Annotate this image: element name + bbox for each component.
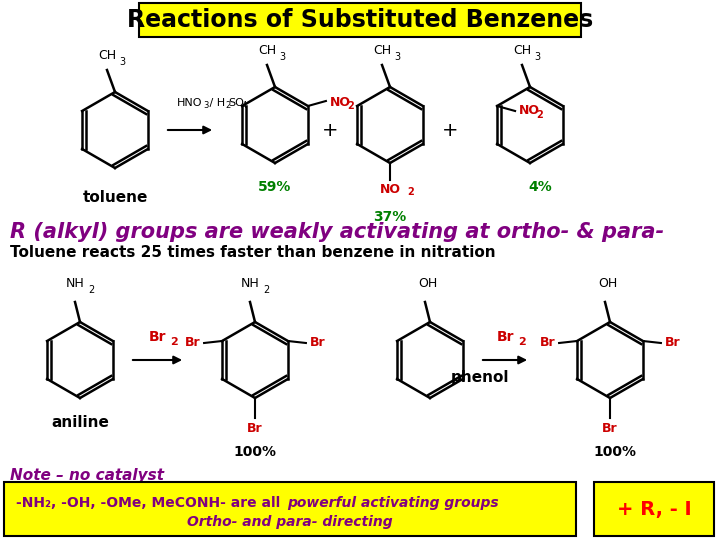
Text: phenol: phenol [451, 370, 509, 385]
Text: 2: 2 [88, 285, 94, 295]
Text: 59%: 59% [258, 180, 292, 194]
FancyBboxPatch shape [594, 482, 714, 536]
Text: Br: Br [539, 336, 555, 349]
Text: CH: CH [373, 44, 391, 57]
Text: OH: OH [418, 277, 438, 290]
Text: 2: 2 [518, 337, 526, 347]
Text: 4%: 4% [528, 180, 552, 194]
Text: 2: 2 [225, 101, 230, 110]
Text: -NH₂, -OH, -OMe, MeCONH- are all: -NH₂, -OH, -OMe, MeCONH- are all [16, 496, 285, 510]
Text: 3: 3 [534, 52, 540, 62]
Text: aniline: aniline [51, 415, 109, 430]
Text: powerful activating groups: powerful activating groups [287, 496, 499, 510]
FancyBboxPatch shape [139, 3, 581, 37]
Text: NH: NH [66, 277, 84, 290]
Text: toluene: toluene [82, 190, 148, 205]
Text: NO: NO [330, 97, 351, 110]
FancyBboxPatch shape [4, 482, 576, 536]
Text: CH: CH [258, 44, 276, 57]
Text: R (alkyl) groups are weakly activating at ortho- & para-: R (alkyl) groups are weakly activating a… [10, 222, 664, 242]
Text: + R, - I: + R, - I [617, 500, 691, 518]
Text: 4: 4 [242, 101, 247, 110]
Text: +: + [442, 120, 458, 139]
Text: Note – no catalyst: Note – no catalyst [10, 468, 164, 483]
Text: Br: Br [148, 330, 166, 344]
Text: 2: 2 [407, 187, 414, 197]
Text: Br: Br [665, 336, 680, 349]
Text: NH: NH [240, 277, 259, 290]
Text: 100%: 100% [233, 445, 276, 459]
Text: Br: Br [247, 422, 263, 435]
Text: Br: Br [310, 336, 325, 349]
Text: NO: NO [519, 105, 540, 118]
Text: 2: 2 [263, 285, 269, 295]
Text: Br: Br [496, 330, 514, 344]
Text: 2: 2 [536, 110, 543, 120]
Text: 37%: 37% [374, 210, 407, 224]
Text: 3: 3 [394, 52, 400, 62]
Text: SO: SO [228, 98, 244, 108]
Text: +: + [322, 120, 338, 139]
Text: / H: / H [206, 98, 225, 108]
Text: OH: OH [598, 277, 618, 290]
Text: Br: Br [602, 422, 618, 435]
Text: Br: Br [184, 336, 200, 349]
Text: 3: 3 [119, 57, 125, 67]
Text: 3: 3 [203, 101, 208, 110]
Text: 2: 2 [170, 337, 178, 347]
Text: CH: CH [513, 44, 531, 57]
Text: 3: 3 [279, 52, 285, 62]
Text: Ortho- and para- directing: Ortho- and para- directing [187, 515, 393, 529]
Text: NO: NO [379, 183, 400, 196]
Text: HNO: HNO [177, 98, 203, 108]
Text: 100%: 100% [593, 445, 636, 459]
Text: 2: 2 [347, 101, 354, 111]
Text: CH: CH [98, 49, 116, 62]
Text: Toluene reacts 25 times faster than benzene in nitration: Toluene reacts 25 times faster than benz… [10, 245, 495, 260]
Text: Reactions of Substituted Benzenes: Reactions of Substituted Benzenes [127, 8, 593, 32]
